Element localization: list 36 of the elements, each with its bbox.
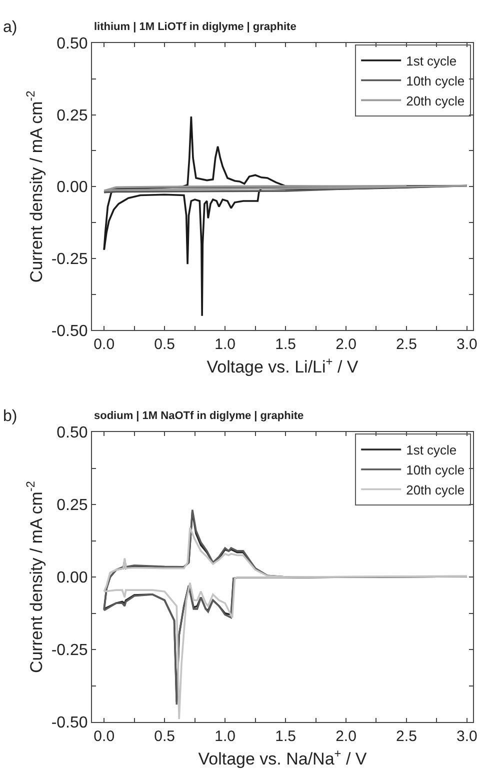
x-axis-title: Voltage vs. Na/Na$^{+}$ / V bbox=[198, 746, 368, 768]
y-tick-label: 0.00 bbox=[56, 179, 88, 196]
x-tick-label: 0.0 bbox=[94, 336, 115, 354]
x-tick-label: 3.0 bbox=[456, 728, 478, 745]
x-axis-title: Voltage vs. Li/Li$^{+}$ / V bbox=[206, 354, 359, 377]
x-tick-label: 2.0 bbox=[336, 728, 356, 745]
y-tick-label: 0.50 bbox=[56, 424, 88, 442]
x-tick-label: 2.5 bbox=[396, 728, 417, 745]
legend-label: 10th cycle bbox=[406, 73, 465, 88]
y-tick-label: 0.00 bbox=[56, 570, 88, 587]
y-tick-label: 0.50 bbox=[56, 36, 88, 53]
y-tick-label: 0.25 bbox=[56, 107, 88, 124]
legend-label: 20th cycle bbox=[406, 93, 465, 108]
text: a) bbox=[3, 19, 18, 36]
y-tick-label: -0.25 bbox=[51, 642, 88, 660]
legend-label: 10th cycle bbox=[406, 462, 465, 478]
x-tick-label: 1.5 bbox=[275, 336, 296, 354]
y-tick-label: -0.50 bbox=[51, 322, 88, 340]
legend-label: 1st cycle bbox=[406, 53, 457, 68]
legend-label: 20th cycle bbox=[406, 482, 465, 498]
y-tick-label: -0.50 bbox=[51, 714, 88, 732]
legend-label: 1st cycle bbox=[406, 442, 457, 458]
x-tick-label: 1.5 bbox=[275, 728, 296, 745]
x-tick-label: 0.5 bbox=[154, 728, 175, 745]
x-tick-label: 2.5 bbox=[396, 336, 417, 354]
x-tick-label: 2.0 bbox=[336, 336, 356, 354]
x-tick-label: 1.0 bbox=[214, 728, 236, 745]
text: b) bbox=[3, 408, 18, 425]
x-tick-label: 0.5 bbox=[154, 336, 175, 354]
chart-title: lithium | 1M LiOTf in diglyme | graphite bbox=[94, 21, 296, 33]
y-tick-label: 0.25 bbox=[56, 497, 88, 514]
y-tick-label: -0.25 bbox=[51, 251, 88, 268]
x-tick-label: 1.0 bbox=[214, 336, 236, 354]
x-tick-label: 0.0 bbox=[94, 728, 115, 745]
x-tick-label: 3.0 bbox=[456, 336, 478, 354]
chart-title: sodium | 1M NaOTf in diglyme | graphite bbox=[94, 410, 304, 422]
